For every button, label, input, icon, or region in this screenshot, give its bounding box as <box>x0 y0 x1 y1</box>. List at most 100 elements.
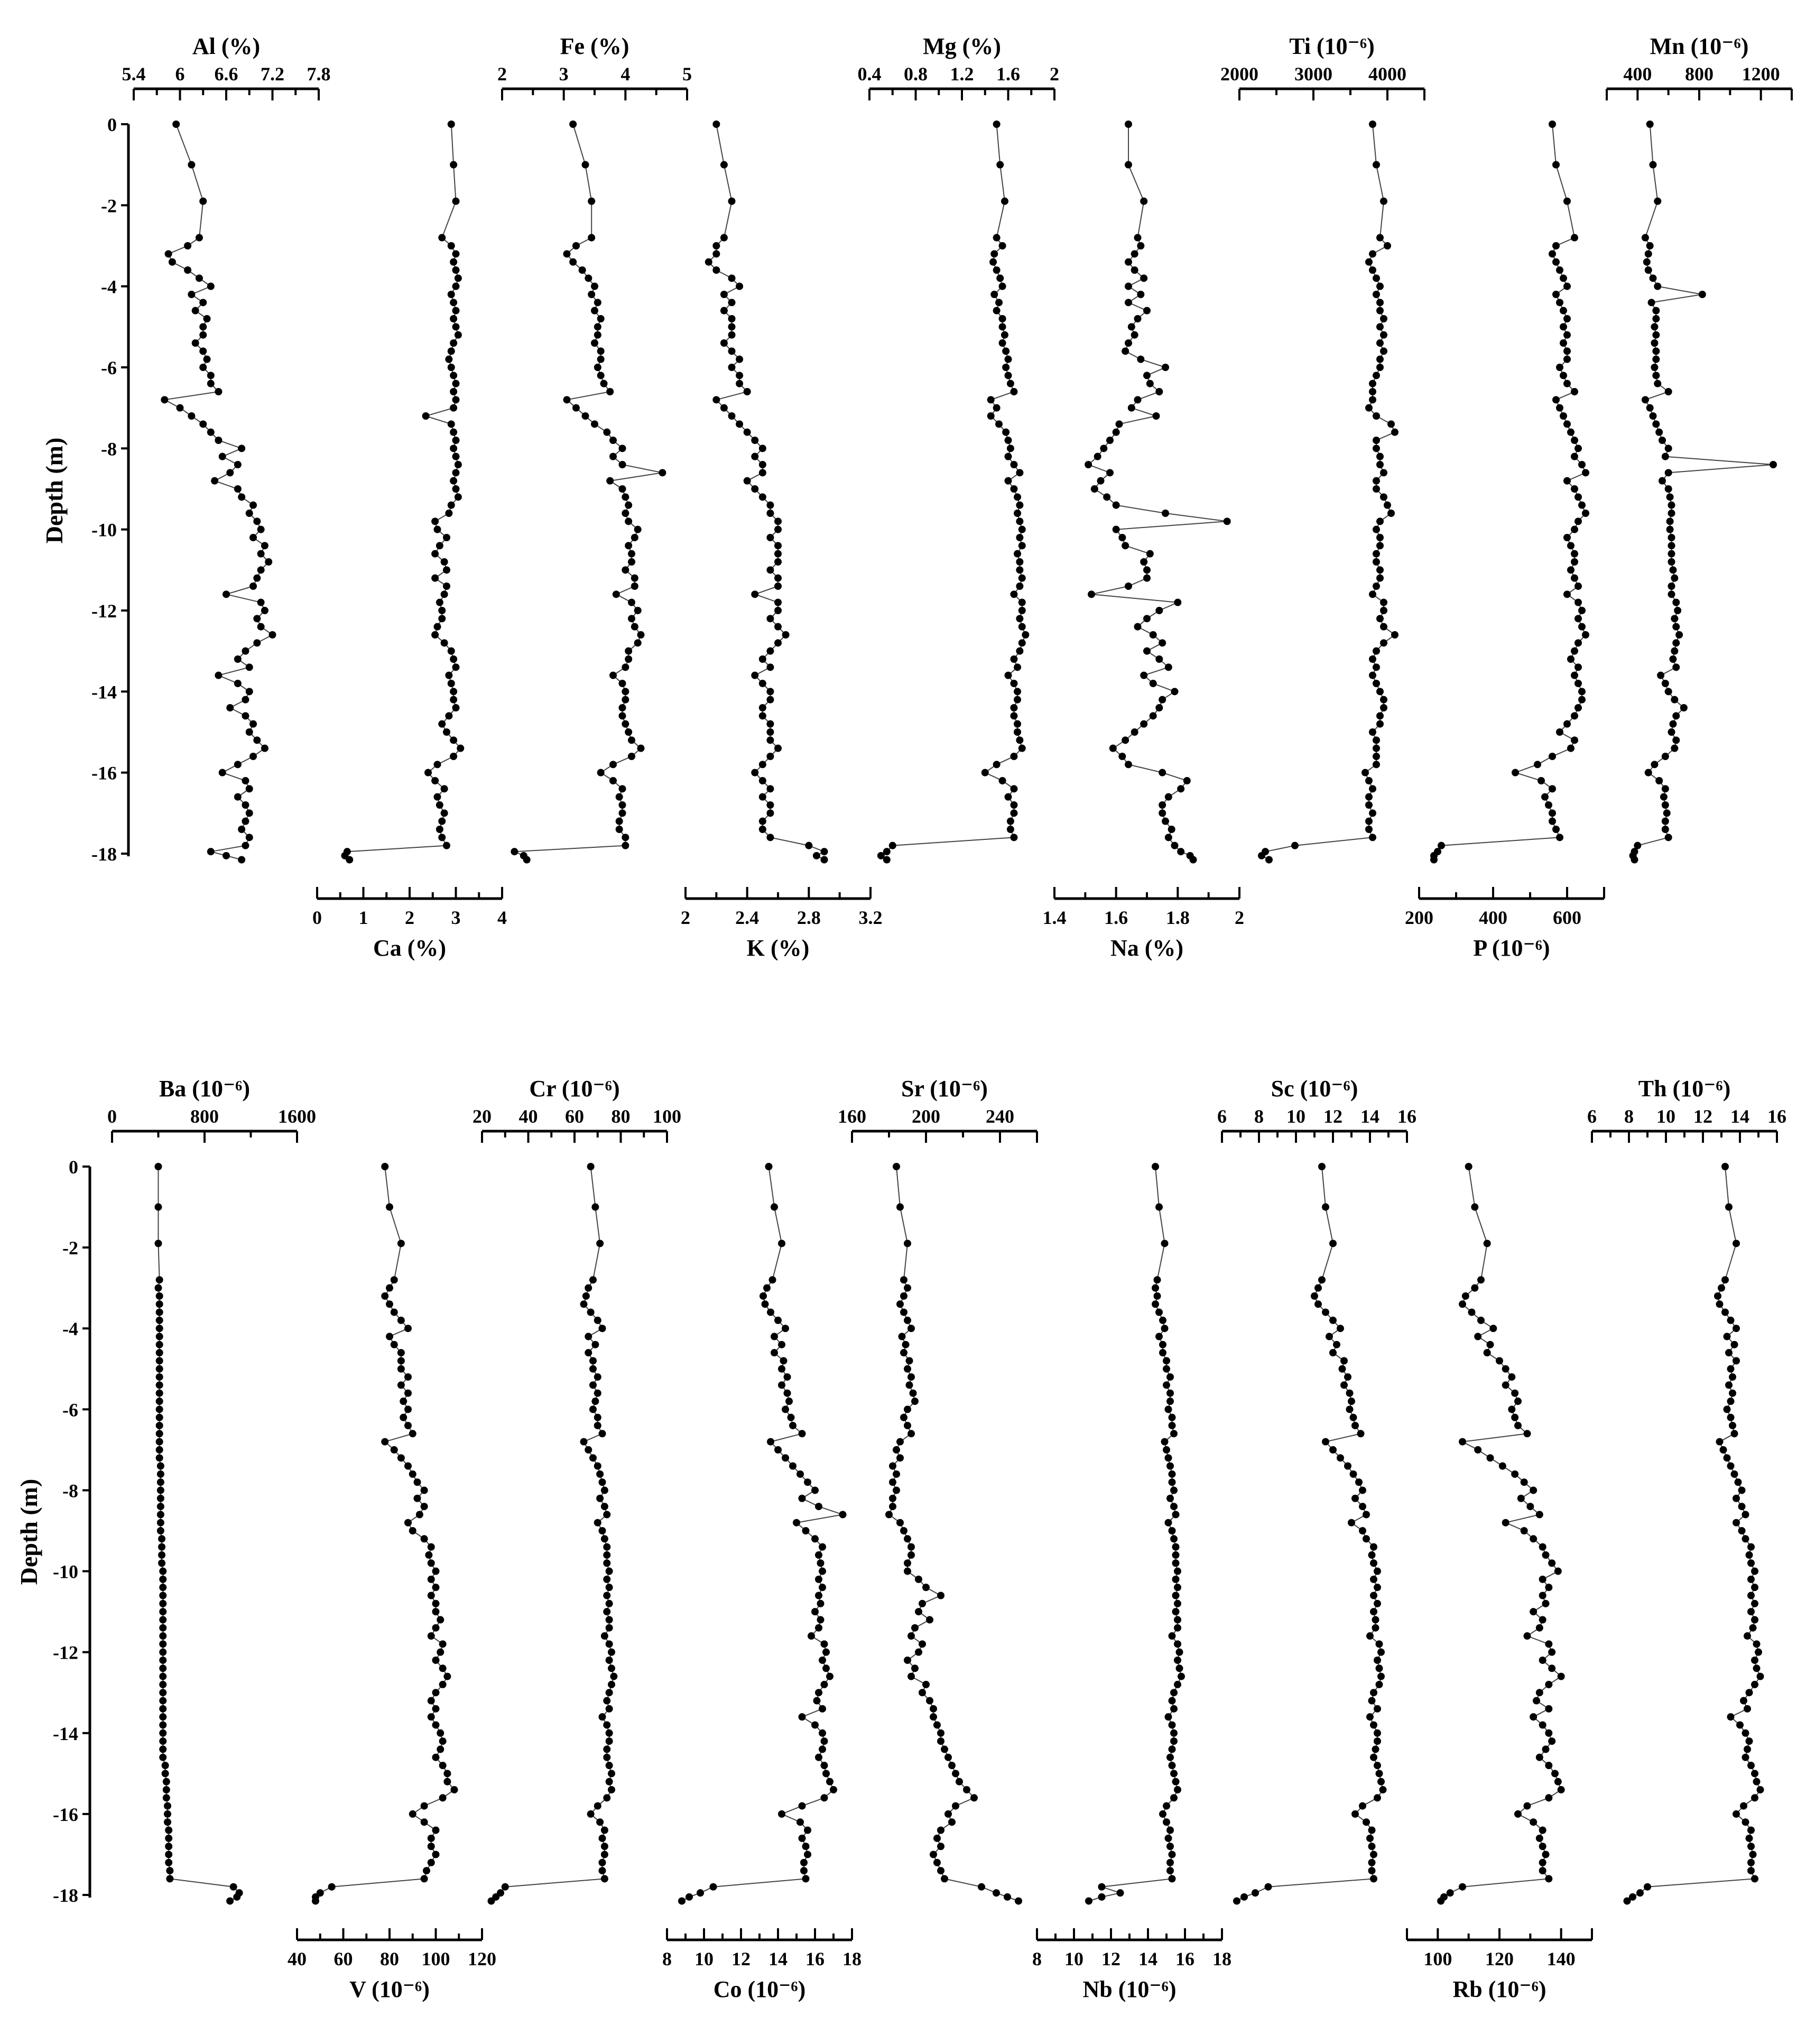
data-point <box>165 1858 173 1866</box>
data-point <box>195 274 203 282</box>
data-point <box>1152 1284 1159 1292</box>
data-point <box>1644 250 1652 258</box>
data-point <box>1366 1713 1374 1721</box>
data-point <box>597 372 605 380</box>
data-point <box>758 826 766 833</box>
data-point <box>390 1446 398 1454</box>
data-point <box>1373 663 1380 671</box>
data-point <box>697 1889 704 1897</box>
data-point <box>1368 1843 1376 1851</box>
data-point <box>720 234 728 242</box>
data-point <box>585 1446 592 1454</box>
data-point <box>268 631 276 639</box>
data-point <box>1751 1616 1758 1624</box>
data-point <box>1751 1567 1758 1575</box>
data-point <box>253 639 261 647</box>
data-point <box>1172 1608 1180 1616</box>
data-point <box>1174 1616 1181 1624</box>
panel-title: Na (%) <box>1110 935 1183 961</box>
data-point <box>423 1867 430 1875</box>
data-point <box>1563 477 1571 485</box>
data-point <box>758 777 766 784</box>
data-point <box>1333 1340 1340 1348</box>
data-point <box>1170 1705 1178 1713</box>
data-point <box>625 517 633 525</box>
data-point <box>811 1608 819 1616</box>
data-point <box>188 412 196 420</box>
data-point <box>155 1300 163 1308</box>
data-point <box>751 671 759 679</box>
data-point <box>1134 234 1142 242</box>
data-point <box>1751 1680 1758 1688</box>
data-point <box>1567 744 1575 752</box>
data-point <box>1733 1325 1740 1333</box>
data-point <box>907 1325 915 1333</box>
data-point <box>615 793 623 801</box>
data-point <box>637 631 645 639</box>
data-point <box>605 1689 613 1697</box>
data-point <box>443 566 450 574</box>
data-point <box>245 809 253 817</box>
data-point <box>1727 1713 1735 1721</box>
data-point <box>758 817 766 825</box>
data-point <box>580 1300 588 1308</box>
data-point <box>1140 720 1148 728</box>
data-point <box>774 542 782 550</box>
data-point <box>427 1843 435 1851</box>
data-point <box>1369 396 1376 404</box>
data-point <box>1714 1292 1721 1300</box>
data-point <box>1719 1446 1727 1454</box>
x-tick-label: 200 <box>912 1106 940 1127</box>
data-point <box>1143 647 1151 655</box>
data-point <box>1376 234 1384 242</box>
data-point <box>1539 1575 1546 1583</box>
data-point <box>427 1858 435 1866</box>
data-point <box>996 161 1004 169</box>
data-point <box>1654 380 1662 387</box>
data-point <box>1770 461 1777 468</box>
data-point <box>1010 590 1018 598</box>
data-point <box>1652 420 1660 428</box>
data-point <box>587 1308 595 1316</box>
data-point <box>436 598 443 606</box>
data-point <box>1365 817 1373 825</box>
data-point <box>1514 1810 1522 1818</box>
data-point <box>1166 1462 1174 1470</box>
data-point <box>608 1648 615 1656</box>
data-point <box>822 1648 830 1656</box>
data-point <box>628 615 635 623</box>
data-point <box>404 1325 412 1333</box>
data-point <box>1370 1575 1377 1583</box>
data-point <box>154 1284 162 1292</box>
profile-line <box>1433 124 1587 860</box>
data-point <box>265 558 273 566</box>
x-tick-label: 16 <box>1767 1106 1786 1127</box>
data-point <box>720 291 728 298</box>
data-point <box>450 736 458 744</box>
data-point <box>1745 1737 1753 1745</box>
data-point <box>817 1559 825 1567</box>
data-point <box>450 1786 458 1793</box>
data-point <box>1100 445 1108 452</box>
data-point <box>184 266 192 274</box>
data-point <box>1170 1486 1178 1494</box>
data-point <box>215 671 223 679</box>
data-point <box>1545 1729 1553 1737</box>
data-point <box>229 1883 237 1891</box>
data-point <box>1721 1276 1729 1284</box>
data-point <box>1168 1421 1176 1429</box>
data-point <box>1348 1519 1355 1527</box>
data-point <box>1016 736 1024 744</box>
data-point <box>1373 372 1380 380</box>
data-point <box>930 1713 937 1721</box>
data-point <box>1166 1398 1174 1405</box>
data-point <box>1526 1503 1534 1511</box>
depth-tick-label: 0 <box>69 1157 78 1178</box>
data-point <box>1365 777 1373 784</box>
data-point <box>760 1292 767 1300</box>
x-tick-label: 16 <box>1175 1948 1194 1969</box>
data-point <box>450 753 458 760</box>
data-point <box>1134 315 1142 322</box>
